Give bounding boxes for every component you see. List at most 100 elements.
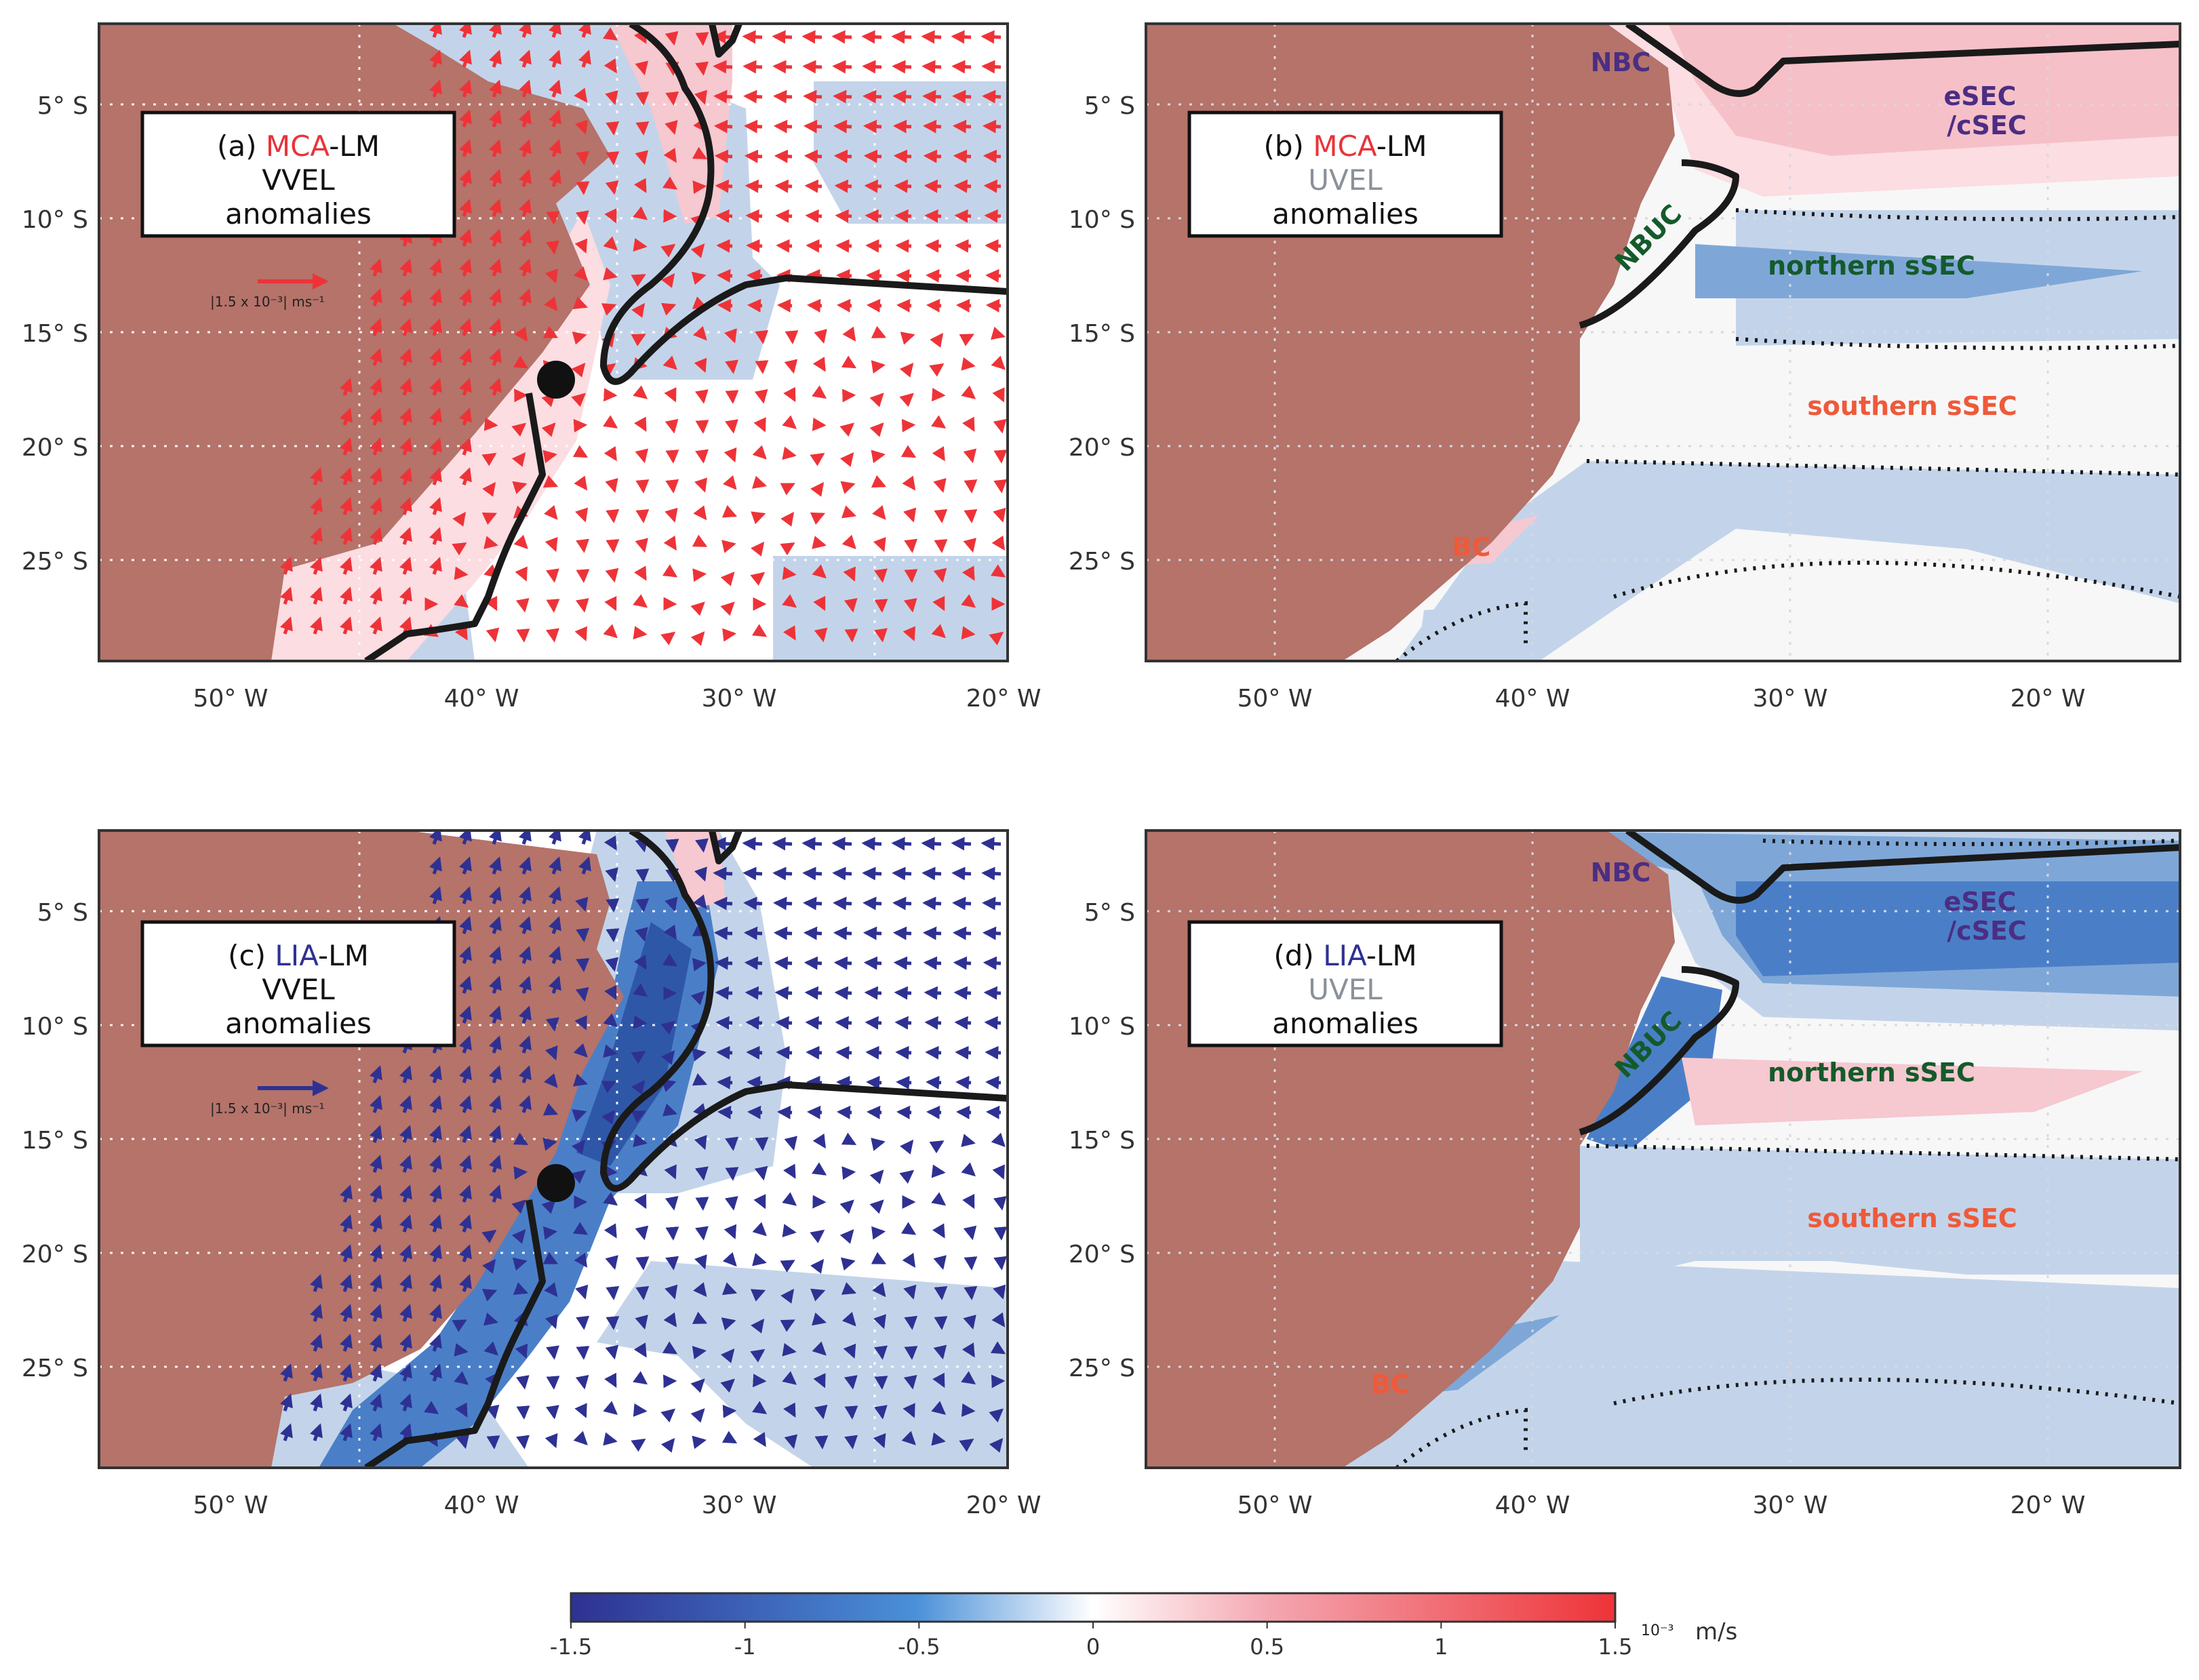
velocity-arrow xyxy=(488,139,502,157)
velocity-arrow xyxy=(806,268,823,283)
velocity-arrow xyxy=(546,1017,559,1032)
velocity-arrow xyxy=(634,178,647,193)
velocity-arrow xyxy=(717,298,733,313)
velocity-arrow xyxy=(902,475,916,491)
velocity-arrow xyxy=(578,856,591,875)
velocity-arrow xyxy=(934,1316,948,1330)
velocity-arrow xyxy=(602,415,618,428)
velocity-arrow xyxy=(429,1184,442,1203)
velocity-arrow xyxy=(955,239,972,253)
velocity-arrow xyxy=(985,239,1002,253)
velocity-arrow xyxy=(429,527,442,545)
axes-frame xyxy=(1145,22,2181,662)
velocity-arrow xyxy=(959,334,974,346)
velocity-arrow xyxy=(813,595,826,612)
velocity-arrow xyxy=(458,1095,472,1113)
velocity-arrow xyxy=(339,378,353,396)
velocity-arrow xyxy=(458,467,472,485)
velocity-arrow xyxy=(458,79,472,98)
velocity-arrow xyxy=(458,916,472,934)
velocity-arrow xyxy=(606,1316,620,1330)
velocity-arrow xyxy=(429,557,442,575)
scale-label: |1.5 x 10⁻³| ms⁻¹ xyxy=(210,1100,325,1117)
velocity-arrow xyxy=(866,268,882,283)
velocity-arrow xyxy=(716,239,733,253)
velocity-arrow xyxy=(546,240,559,255)
velocity-arrow xyxy=(458,1214,472,1233)
velocity-arrow xyxy=(339,616,353,635)
velocity-arrow xyxy=(661,302,677,316)
velocity-arrow xyxy=(399,1304,412,1322)
axes-frame xyxy=(98,829,1009,1469)
velocity-arrow xyxy=(576,569,590,583)
velocity-arrow xyxy=(752,1222,767,1237)
velocity-arrow xyxy=(893,149,912,163)
velocity-arrow xyxy=(573,266,588,281)
velocity-arrow xyxy=(606,928,620,942)
velocity-arrow xyxy=(713,119,733,134)
velocity-arrow xyxy=(782,446,797,460)
velocity-arrow xyxy=(513,534,528,550)
velocity-arrow xyxy=(634,1193,647,1209)
velocity-arrow xyxy=(926,1105,942,1119)
velocity-arrow xyxy=(603,835,617,851)
velocity-arrow xyxy=(601,1081,617,1094)
velocity-arrow xyxy=(843,1343,856,1359)
velocity-arrow xyxy=(575,507,589,523)
velocity-arrow xyxy=(692,1073,708,1086)
legend-box xyxy=(1187,920,1503,1047)
velocity-arrow xyxy=(903,626,915,641)
velocity-arrow xyxy=(429,497,442,515)
velocity-arrow xyxy=(543,1073,558,1088)
velocity-arrow xyxy=(952,896,972,911)
velocity-arrow xyxy=(458,407,472,426)
velocity-arrow xyxy=(990,1341,1006,1355)
label-northern-ssec: northern sSEC xyxy=(1768,1058,1975,1087)
svg-text:40° W: 40° W xyxy=(1495,685,1570,713)
panel-b-mca-uvel: (b) MCA-LM UVEL anomalies NBC eSEC /cSEC… xyxy=(1069,22,2181,713)
velocity-arrow xyxy=(690,601,705,616)
velocity-arrow xyxy=(811,1162,827,1176)
velocity-arrow xyxy=(751,624,768,637)
velocity-arrow xyxy=(429,1155,442,1173)
velocity-arrow xyxy=(934,1285,948,1300)
velocity-arrow xyxy=(633,565,647,581)
velocity-arrow xyxy=(399,1393,412,1412)
velocity-arrow xyxy=(429,1065,442,1083)
svg-text:30° W: 30° W xyxy=(702,1492,777,1519)
velocity-arrow xyxy=(399,378,412,396)
period-label: MCA xyxy=(266,129,330,163)
variable-label: UVEL xyxy=(1308,973,1383,1006)
velocity-arrow xyxy=(423,624,439,637)
velocity-arrow xyxy=(458,49,472,68)
velocity-arrow xyxy=(574,87,588,103)
velocity-arrow xyxy=(694,1254,707,1270)
zero-contour xyxy=(1579,831,2180,1136)
velocity-arrow xyxy=(511,452,526,467)
velocity-arrow xyxy=(904,1346,918,1360)
velocity-arrow xyxy=(753,1194,766,1209)
svg-text:10° S: 10° S xyxy=(1069,206,1135,234)
velocity-arrow xyxy=(483,536,498,550)
velocity-arrow xyxy=(606,1285,620,1300)
velocity-arrow xyxy=(725,1136,739,1151)
velocity-arrow xyxy=(544,1433,558,1449)
velocity-arrow xyxy=(635,1315,648,1330)
velocity-arrow xyxy=(892,926,912,940)
velocity-arrow xyxy=(782,1192,797,1206)
velocity-arrow xyxy=(694,389,709,404)
velocity-arrow xyxy=(690,1408,705,1423)
velocity-arrow xyxy=(633,385,648,399)
velocity-arrow xyxy=(951,60,972,74)
velocity-arrow xyxy=(665,119,678,135)
label-southern-ssec: southern sSEC xyxy=(1807,391,2017,421)
velocity-arrow xyxy=(895,1045,912,1060)
svg-text:25° S: 25° S xyxy=(22,548,88,576)
velocity-arrow xyxy=(922,89,942,104)
velocity-arrow xyxy=(369,1244,382,1262)
velocity-arrow xyxy=(952,926,972,940)
velocity-arrow xyxy=(548,169,561,187)
velocity-arrow xyxy=(339,497,353,515)
velocity-arrow xyxy=(980,837,1002,851)
velocity-arrow xyxy=(746,239,763,253)
